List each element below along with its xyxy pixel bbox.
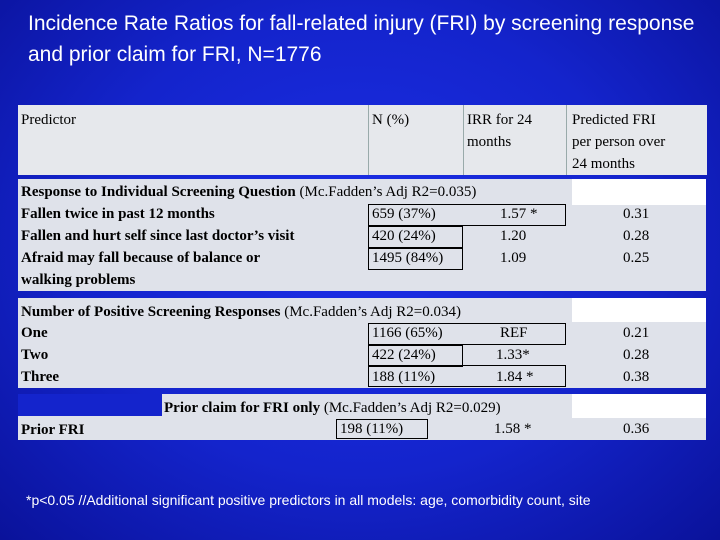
section2-row3-label: Three <box>21 369 60 385</box>
section1-row3-irr: 1.09 <box>500 250 527 266</box>
section3-row-n: 198 (11%) <box>340 421 404 437</box>
section1-row3-label: Afraid may fall because of balance or <box>21 250 261 266</box>
section1-row2-box <box>368 226 463 248</box>
section3-row-label: Prior FRI <box>21 422 85 438</box>
footnote: *p<0.05 //Additional significant positiv… <box>26 492 591 508</box>
section2-row1-pred: 0.21 <box>623 325 650 341</box>
section2-row2-box <box>368 345 463 367</box>
section2-heading: Number of Positive Screening Responses (… <box>21 301 461 323</box>
section1-pred-bg <box>572 205 706 291</box>
section-positive-responses: Number of Positive Screening Responses (… <box>18 298 706 388</box>
header-irr-cell <box>463 105 567 175</box>
section3-row-box <box>336 419 428 439</box>
header-predictor: Predictor <box>21 112 76 128</box>
section1-row3-n: 1495 (84%) <box>372 250 444 266</box>
section3-heading: Prior claim for FRI only (Mc.Fadden’s Ad… <box>164 397 501 419</box>
section2-heading-note: (Mc.Fadden’s Adj R2=0.034) <box>284 304 461 320</box>
section1-heading-bold: Response to Individual Screening Questio… <box>21 184 296 200</box>
section1-row1-pred: 0.31 <box>623 206 650 222</box>
section1-heading-note: (Mc.Fadden’s Adj R2=0.035) <box>299 184 477 200</box>
header-n: N (%) <box>372 112 410 128</box>
section3-heading-bold: Prior claim for FRI only <box>164 400 321 416</box>
section2-row2-n: 422 (24%) <box>372 347 436 363</box>
section3-row-pred: 0.36 <box>623 421 650 437</box>
section2-heading-bold: Number of Positive Screening Responses <box>21 304 281 320</box>
section3-top-gap <box>572 394 706 418</box>
section2-row2-pred: 0.28 <box>623 347 650 363</box>
section2-row3-pred: 0.38 <box>623 369 650 385</box>
section1-top-gap <box>572 179 706 205</box>
section-prior-claim: Prior claim for FRI only (Mc.Fadden’s Ad… <box>18 394 706 440</box>
section2-row3-irr: 1.84 * <box>496 369 534 385</box>
header-row: Predictor N (%) IRR for 24 months Predic… <box>18 105 707 175</box>
section1-row3-pred: 0.25 <box>623 250 650 266</box>
slide-title: Incidence Rate Ratios for fall-related i… <box>28 12 695 66</box>
header-predictor-cell <box>18 105 368 175</box>
section1-heading: Response to Individual Screening Questio… <box>21 181 476 203</box>
section1-row1-irr: 1.57 * <box>500 206 538 222</box>
section2-top-gap <box>572 298 706 322</box>
header-pred-cell <box>566 105 707 175</box>
section2-row3-box <box>368 365 566 387</box>
header-pred-line3: 24 months <box>572 156 635 172</box>
section2-row2-irr: 1.33* <box>496 347 530 363</box>
section-individual-questions: Response to Individual Screening Questio… <box>18 179 706 291</box>
section1-row1-n: 659 (37%) <box>372 206 436 222</box>
section2-row3-n: 188 (11%) <box>372 369 436 385</box>
section3-heading-note: (Mc.Fadden’s Adj R2=0.029) <box>323 400 501 416</box>
section1-row1-label: Fallen twice in past 12 months <box>21 206 215 222</box>
section2-row2-label: Two <box>21 347 49 363</box>
section1-row1-box <box>368 204 566 226</box>
section2-row1-irr: REF <box>500 325 528 341</box>
section3-left-gap <box>18 394 162 416</box>
section2-row1-box <box>368 323 566 345</box>
header-irr-line1: IRR for 24 <box>467 112 532 128</box>
section2-row1-n: 1166 (65%) <box>372 325 443 341</box>
section2-row1-label: One <box>21 325 48 341</box>
section1-row2-n: 420 (24%) <box>372 228 436 244</box>
section1-row2-irr: 1.20 <box>500 228 527 244</box>
header-n-cell <box>368 105 464 175</box>
section1-row3-box <box>368 248 463 270</box>
header-irr-line2: months <box>467 134 512 150</box>
section1-row2-pred: 0.28 <box>623 228 650 244</box>
header-pred-line1: Predicted FRI <box>572 112 656 128</box>
section3-row-irr: 1.58 * <box>494 421 532 437</box>
header-pred-line2: per person over <box>572 134 666 150</box>
section1-row2-label: Fallen and hurt self since last doctor’s… <box>21 228 295 244</box>
section1-row3-label2: walking problems <box>21 272 136 288</box>
